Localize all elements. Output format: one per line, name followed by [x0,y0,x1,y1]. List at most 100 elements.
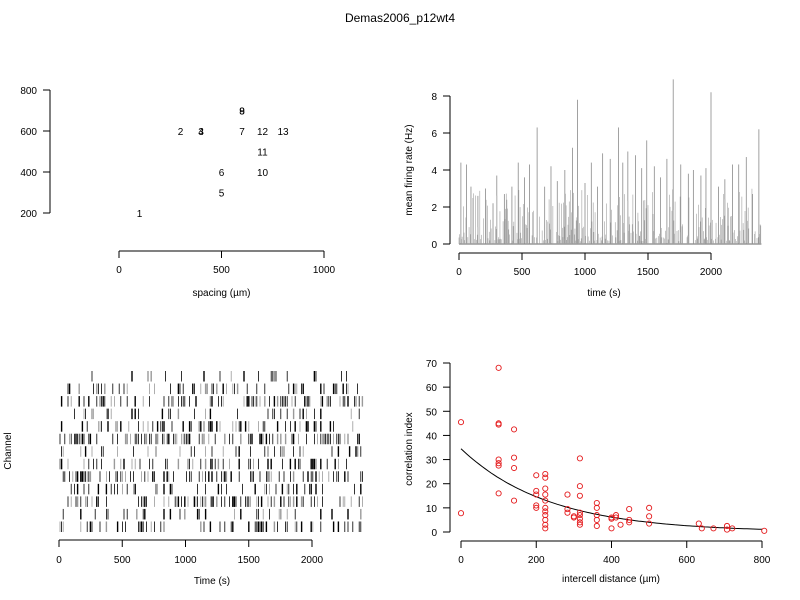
data-point [570,514,577,521]
y-tick-label: 200 [20,209,37,220]
data-point [576,515,583,522]
x-tick-label: 1000 [574,267,597,278]
electrode-label: 10 [257,168,269,179]
electrode-label: 6 [219,168,225,179]
data-point [495,456,502,463]
y-tick-label: 600 [20,127,37,138]
y-tick-label: 6 [431,129,437,140]
data-point [617,521,624,528]
electrode-label: 11 [257,148,268,159]
data-point [695,520,702,527]
y-tick-label: 20 [426,480,438,491]
fit-curve [460,448,763,530]
x-axis-label: Time (s) [194,576,230,587]
data-point [576,519,583,526]
data-point [646,513,653,520]
y-tick-label: 8 [431,92,437,103]
x-tick-label: 0 [458,555,464,566]
x-tick-label: 200 [528,555,545,566]
x-tick-label: 0 [56,555,62,566]
y-tick-label: 40 [426,431,438,442]
y-tick-label: 0 [431,240,437,251]
y-axis-label: correlation index [404,412,415,485]
data-point [593,516,600,523]
data-point [542,471,549,478]
data-point [564,491,571,498]
data-point [495,462,502,469]
electrode-label: 9 [239,107,245,118]
data-point [710,525,717,532]
panel-correlation-vs-distance: 0 10 20 30 40 50 60 70 0 200 400 600 800 intercell di… [404,359,771,585]
electrode-label: 5 [219,189,225,200]
x-tick-label: 0 [456,267,462,278]
data-point [612,514,620,521]
data-point [457,419,465,426]
y-tick-label: 60 [426,383,438,394]
electrode-label: 13 [277,127,289,138]
data-point [542,474,549,481]
data-point [495,364,502,371]
electrode-label: 7 [239,127,245,138]
electrode-label: 4 [198,127,204,138]
data-point [626,519,633,526]
x-tick-label: 500 [514,267,531,278]
data-point [576,512,583,519]
data-point [542,525,549,532]
data-point [495,421,502,428]
x-tick-label: 1500 [238,555,261,566]
x-tick-label: 500 [114,555,131,566]
data-point [576,521,583,528]
data-point [511,464,518,472]
x-tick-label: 1500 [637,267,660,278]
data-point [612,512,620,519]
data-point [608,525,615,532]
data-point [542,485,549,492]
electrode-label: 1 [137,209,143,220]
y-tick-label: 800 [20,86,37,97]
y-tick-label: 0 [431,528,437,539]
y-tick-label: 30 [426,456,438,467]
data-point [646,520,653,527]
x-tick-label: 1000 [313,265,336,276]
x-tick-label: 400 [603,555,620,566]
data-point [723,522,731,530]
data-point [533,491,540,498]
y-tick-label: 10 [426,504,438,515]
electrode-label: 8 [239,107,245,118]
data-point [646,504,653,511]
figure-title: Demas2006_p12wt4 [345,11,455,25]
data-point [576,483,583,490]
x-tick-label: 1000 [174,555,197,566]
x-tick-label: 2000 [301,555,324,566]
x-tick-label: 2000 [700,267,723,278]
data-point [698,525,705,532]
panel-mean-firing-rate: 0 2 4 6 8 0 500 1000 1500 2000 time (s) mean firing… [404,79,762,299]
data-point [511,497,518,504]
data-point [576,509,583,516]
y-tick-label: 4 [431,166,437,177]
data-point [495,490,502,497]
x-tick-label: 500 [213,265,230,276]
data-point [511,426,518,433]
data-point [533,502,540,509]
data-point [593,504,600,511]
data-point [761,527,768,534]
panel-spike-raster: 0 500 1000 1500 2000 Time (s) Channel [3,371,364,587]
data-point [576,455,583,462]
x-axis-label: intercell distance (µm) [562,574,660,585]
y-tick-label: 70 [426,359,438,370]
x-axis-label: spacing (µm) [193,288,251,299]
x-tick-label: 0 [116,265,122,276]
x-tick-label: 800 [754,555,771,566]
data-point [542,504,549,511]
y-tick-label: 50 [426,407,438,418]
y-tick-label: 2 [431,203,437,214]
y-axis-label: mean firing rate (Hz) [404,124,415,215]
data-point [564,509,571,516]
electrode-label: 12 [257,127,269,138]
x-tick-label: 600 [678,555,695,566]
data-point [542,497,549,504]
electrode-label: 2 [178,127,184,138]
